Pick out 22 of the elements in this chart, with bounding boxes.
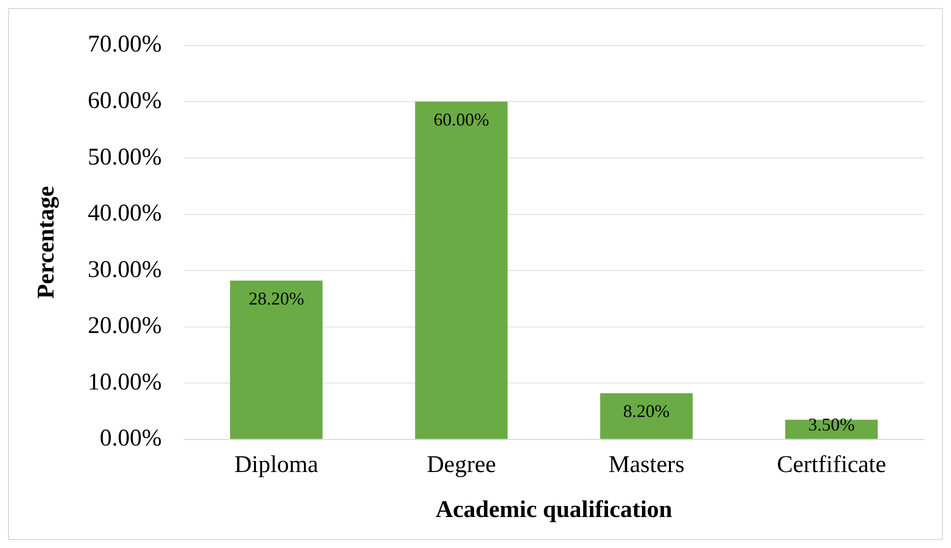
- y-axis-title: Percentage: [34, 186, 60, 299]
- bar: [415, 102, 508, 439]
- y-tick-label: 40.00%: [88, 200, 162, 227]
- y-tick-label: 0.00%: [100, 426, 162, 452]
- bar: [785, 420, 878, 439]
- data-label: 8.20%: [623, 400, 670, 421]
- x-tick-label: Certfificate: [776, 452, 886, 478]
- x-tick-label: Diploma: [234, 452, 319, 478]
- x-tick-label: Degree: [426, 452, 496, 478]
- data-label: 60.00%: [434, 109, 490, 130]
- bar: [230, 280, 323, 439]
- y-tick-label: 60.00%: [88, 88, 162, 114]
- bar: [600, 393, 693, 439]
- x-tick-label: Masters: [608, 452, 684, 478]
- data-label: 3.50%: [808, 414, 855, 435]
- data-label: 28.20%: [248, 288, 304, 308]
- y-tick-label: 70.00%: [88, 32, 162, 58]
- x-axis-title: Academic qualification: [436, 496, 672, 523]
- y-tick-label: 10.00%: [88, 369, 162, 396]
- y-tick-label: 50.00%: [88, 144, 162, 170]
- y-tick-label: 20.00%: [88, 313, 162, 340]
- y-tick-label: 30.00%: [88, 256, 162, 283]
